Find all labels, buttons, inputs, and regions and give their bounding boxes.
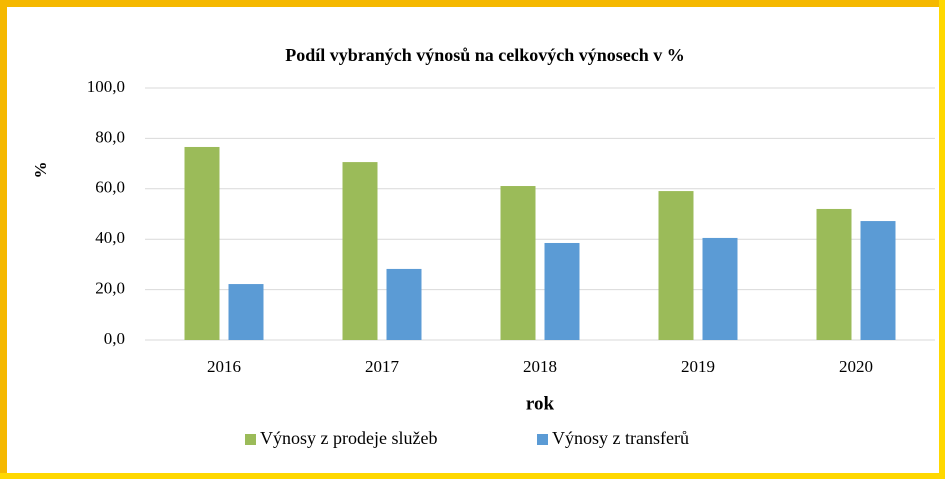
frame-top xyxy=(0,0,945,7)
legend-swatch xyxy=(537,434,548,445)
bar xyxy=(184,146,220,340)
legend-label: Výnosy z prodeje služeb xyxy=(260,428,437,448)
x-tick-label: 2019 xyxy=(681,357,715,376)
x-tick-label: 2016 xyxy=(207,357,241,376)
bar xyxy=(860,221,896,340)
bar xyxy=(816,208,852,340)
x-tick-label: 2017 xyxy=(365,357,400,376)
y-tick-label: 20,0 xyxy=(95,279,125,298)
x-tick-label: 2020 xyxy=(839,357,873,376)
frame-bottom xyxy=(0,473,945,479)
bar xyxy=(386,268,422,340)
chart-title: Podíl vybraných výnosů na celkových výno… xyxy=(285,45,685,65)
y-tick-label: 40,0 xyxy=(95,228,125,247)
y-tick-label: 80,0 xyxy=(95,127,125,146)
frame-right xyxy=(939,0,945,479)
y-axis-label: % xyxy=(31,162,50,179)
bar xyxy=(658,191,694,340)
x-axis-label: rok xyxy=(526,393,555,414)
bar xyxy=(500,186,536,340)
y-tick-label: 100,0 xyxy=(87,77,125,96)
frame-left xyxy=(0,0,7,479)
legend-label: Výnosy z transferů xyxy=(552,428,689,448)
bar xyxy=(702,237,738,340)
bar xyxy=(342,162,378,340)
y-tick-label: 0,0 xyxy=(104,329,125,348)
y-tick-label: 60,0 xyxy=(95,178,125,197)
bar xyxy=(544,242,580,340)
x-tick-label: 2018 xyxy=(523,357,557,376)
legend-swatch xyxy=(245,434,256,445)
bar xyxy=(228,284,264,340)
